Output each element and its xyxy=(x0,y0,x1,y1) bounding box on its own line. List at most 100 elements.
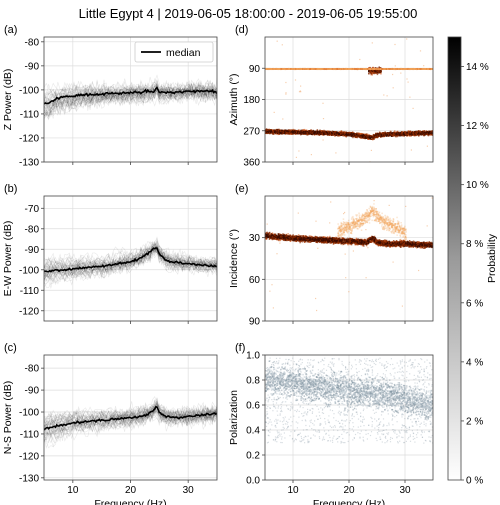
density-cell xyxy=(336,68,338,70)
density-cell xyxy=(295,68,297,70)
density-cell xyxy=(318,134,321,136)
density-cell xyxy=(420,133,422,135)
density-cell xyxy=(321,68,323,70)
density-cell xyxy=(294,68,296,71)
density-cell xyxy=(329,68,331,70)
density-cell xyxy=(312,67,314,70)
density-cell xyxy=(273,133,275,135)
density-cell xyxy=(312,130,314,132)
density-cell xyxy=(269,68,272,70)
density-cell xyxy=(266,68,268,70)
density-cell xyxy=(337,67,340,70)
density-cell xyxy=(277,129,280,131)
psd-realisation xyxy=(44,242,217,282)
density-cell xyxy=(347,68,350,70)
density-cell xyxy=(292,68,295,70)
density-cell xyxy=(370,72,372,74)
density-cell xyxy=(314,132,316,134)
density-cell xyxy=(272,68,274,70)
y-tick-label: -130 xyxy=(19,473,39,484)
y-tick-label: -120 xyxy=(19,133,39,144)
density-cell xyxy=(335,68,337,71)
density-cell xyxy=(329,68,331,70)
density-cell xyxy=(311,133,313,135)
density-cell xyxy=(329,68,331,70)
density-cell xyxy=(273,68,275,70)
density-cell xyxy=(398,132,400,134)
density-cell xyxy=(334,68,336,70)
density-cell xyxy=(269,132,271,135)
psd-realisation xyxy=(44,247,217,288)
density-cell xyxy=(277,68,279,70)
y-tick-label: -120 xyxy=(19,451,39,462)
density-cell xyxy=(269,67,271,70)
density-cell xyxy=(290,68,292,70)
density-cell xyxy=(306,132,308,134)
density-cell xyxy=(391,135,393,137)
density-cell xyxy=(335,134,337,136)
density-cell xyxy=(336,67,338,70)
density-cell xyxy=(329,68,332,70)
density-cell xyxy=(301,68,304,70)
density-cell xyxy=(266,68,268,70)
density-cell xyxy=(289,68,291,70)
density-cell xyxy=(265,68,268,70)
density-cell xyxy=(313,68,315,70)
density-cell xyxy=(319,68,322,70)
density-cell xyxy=(312,68,315,70)
density-cell xyxy=(341,68,344,70)
density-cell xyxy=(297,68,300,70)
density-cell xyxy=(299,68,301,70)
density-cell xyxy=(312,68,314,70)
density-cell xyxy=(406,135,409,137)
density-cell xyxy=(271,68,273,70)
density-cell xyxy=(321,68,323,70)
density-cell xyxy=(273,68,275,70)
density-cell xyxy=(347,68,349,70)
density-cell xyxy=(280,68,282,70)
density-cell xyxy=(309,68,311,70)
density-cell xyxy=(292,68,295,70)
density-cell xyxy=(380,67,382,69)
density-cell xyxy=(307,68,310,70)
density-cell xyxy=(302,68,305,70)
psd-realisation xyxy=(44,408,217,429)
density-cell xyxy=(335,68,338,70)
density-cell xyxy=(399,134,401,137)
density-cell xyxy=(337,68,340,70)
density-cell xyxy=(296,68,298,70)
density-cell xyxy=(278,68,280,70)
density-cell xyxy=(333,68,336,70)
psd-realisation xyxy=(44,81,217,113)
density-cell xyxy=(313,68,315,70)
density-cell xyxy=(353,68,356,70)
density-cell xyxy=(269,68,271,70)
density-cell xyxy=(345,68,347,70)
psd-realisation xyxy=(44,83,217,117)
density-cell xyxy=(293,68,295,70)
density-cell xyxy=(358,132,360,135)
density-cell xyxy=(308,68,311,70)
density-cell xyxy=(394,135,396,137)
density-cell xyxy=(347,68,350,70)
density-cell xyxy=(305,68,307,70)
density-cell xyxy=(349,68,351,70)
density-cell xyxy=(333,68,335,70)
density-cell xyxy=(335,68,338,70)
density-cell xyxy=(403,133,406,135)
density-cell xyxy=(342,68,345,70)
psd-realisation xyxy=(44,244,217,283)
density-cell xyxy=(365,133,367,135)
psd-realisation xyxy=(44,245,217,273)
density-cell xyxy=(290,68,292,70)
y-tick-label: -100 xyxy=(19,408,39,419)
psd-realisation xyxy=(44,78,217,116)
density-cell xyxy=(378,71,380,74)
density-cell xyxy=(304,68,306,70)
density-cell xyxy=(431,134,433,136)
density-cell xyxy=(338,68,340,70)
density-cell xyxy=(305,68,307,70)
density-cell xyxy=(267,68,269,70)
density-cell xyxy=(335,68,338,70)
density-cell xyxy=(276,68,278,70)
